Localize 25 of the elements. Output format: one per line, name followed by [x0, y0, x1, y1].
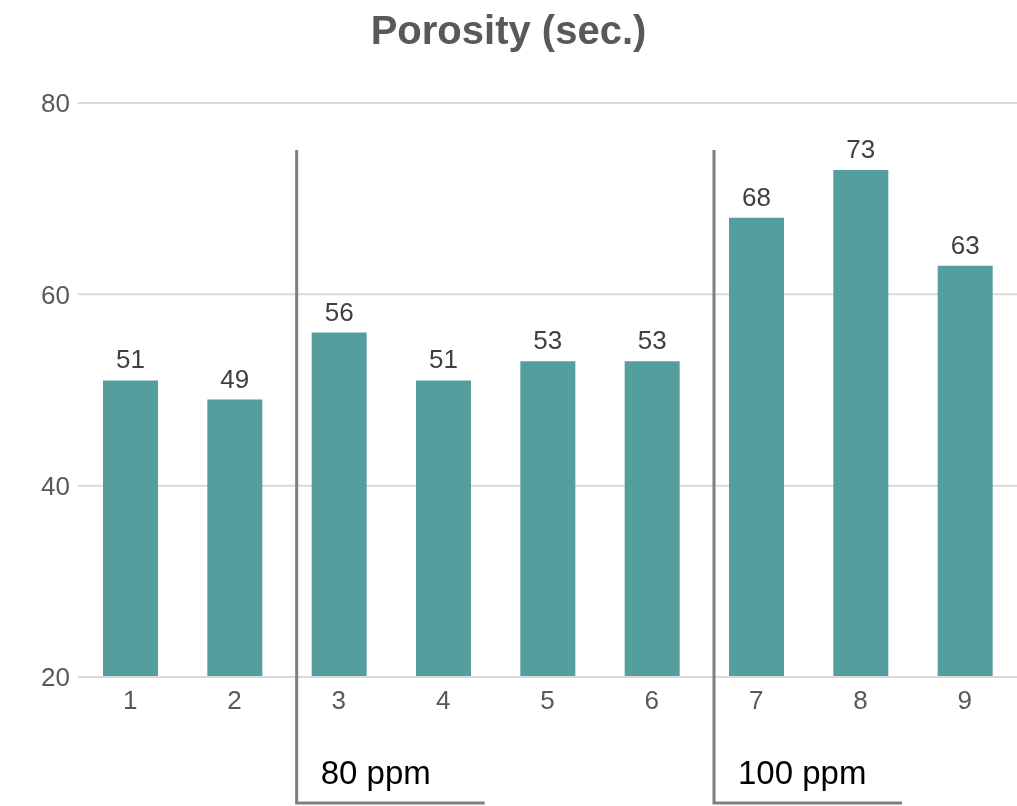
- ref-line-label: 100 ppm: [738, 754, 867, 791]
- y-tick-label: 80: [41, 88, 70, 119]
- data-label: 63: [950, 229, 980, 260]
- data-label: 68: [742, 181, 771, 212]
- data-label: 51: [116, 344, 145, 375]
- y-tick-label: 60: [41, 279, 70, 310]
- x-tick-label: 9: [957, 685, 973, 716]
- ref-line-label: 80 ppm: [320, 754, 431, 791]
- data-label: 51: [429, 344, 458, 375]
- x-tick-label: 6: [644, 685, 660, 716]
- data-label: 56: [324, 296, 354, 327]
- x-tick-label: 4: [435, 685, 451, 716]
- x-tick-label: 2: [227, 685, 242, 716]
- y-tick-label: 20: [41, 662, 70, 693]
- data-label: 73: [846, 133, 876, 164]
- data-label: 53: [637, 325, 667, 356]
- x-tick-label: 5: [540, 685, 555, 716]
- x-tick-label: 1: [122, 685, 138, 716]
- data-label: 53: [533, 325, 563, 356]
- x-tick-label: 7: [748, 685, 764, 716]
- chart-title: Porosity (sec.): [369, 8, 648, 53]
- x-tick-label: 3: [331, 685, 347, 716]
- data-label: 49: [220, 363, 250, 394]
- y-tick-label: 40: [41, 470, 70, 501]
- x-tick-label: 8: [853, 685, 868, 716]
